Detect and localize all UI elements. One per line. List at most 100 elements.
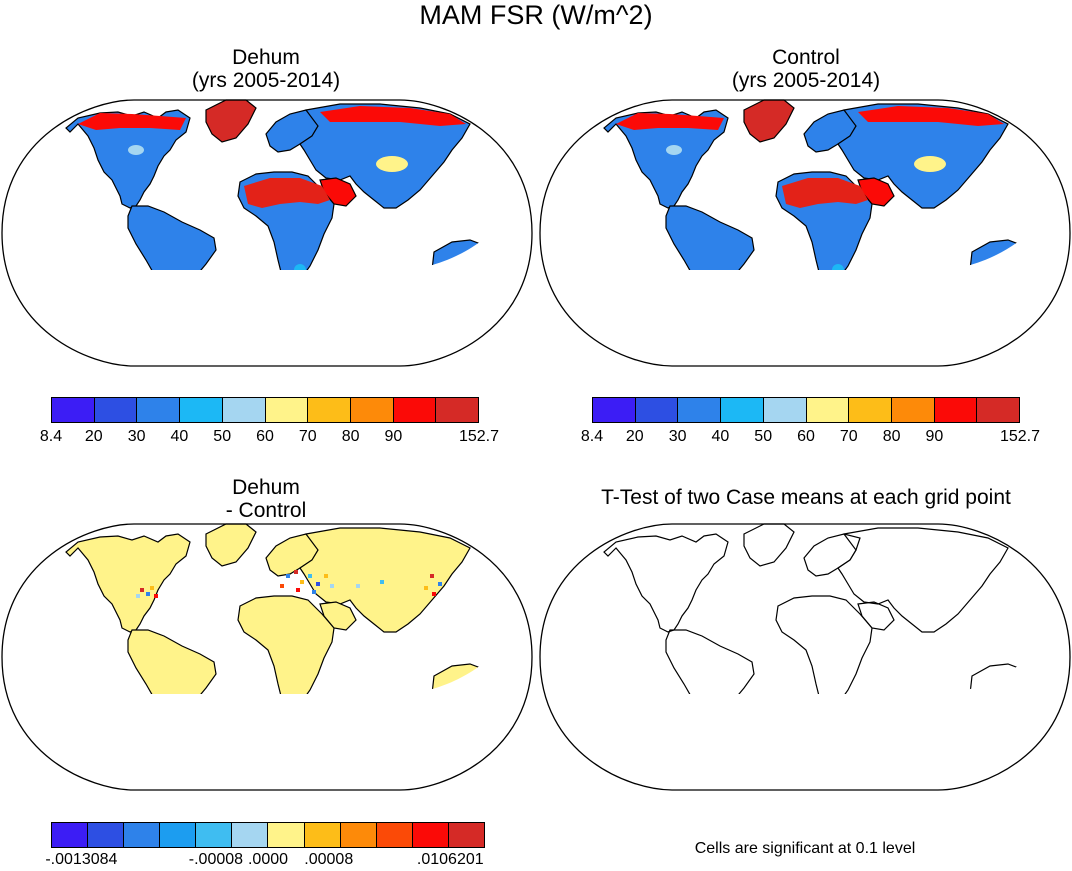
land-layer bbox=[603, 99, 1039, 270]
colorbar-swatch bbox=[806, 398, 850, 422]
anomaly-cell bbox=[154, 594, 158, 598]
colorbar-swatch bbox=[124, 823, 161, 847]
colorbar-swatch bbox=[436, 398, 479, 422]
dehum-map bbox=[1, 99, 533, 367]
colorbar-label: .00008 bbox=[304, 851, 354, 868]
colorbar-swatch bbox=[593, 398, 636, 422]
anomaly-cell bbox=[438, 582, 442, 586]
diff-title-line1: Dehum bbox=[232, 476, 300, 499]
anomaly-cell bbox=[316, 582, 320, 586]
anomaly-cell bbox=[296, 588, 300, 592]
control-colorbar bbox=[592, 397, 1020, 423]
continent-samerica bbox=[665, 629, 755, 694]
tibet-region bbox=[376, 156, 408, 172]
colorbar-swatch bbox=[196, 823, 233, 847]
diff-colorbar-labels: -.0013084 -.00008.0000 .00008 .0106201 bbox=[45, 851, 485, 871]
anomaly-cell bbox=[308, 574, 312, 578]
colorbar-label: 40 bbox=[711, 428, 730, 445]
colorbar-label: 50 bbox=[754, 428, 773, 445]
colorbar-label: 80 bbox=[341, 428, 360, 445]
control-colorbar-labels: 8.4 20 30 40 50 60 70 80 90 152.7 bbox=[581, 428, 1040, 448]
colorbar-swatch bbox=[891, 398, 935, 422]
colorbar-label: 90 bbox=[384, 428, 403, 445]
colorbar-swatch bbox=[180, 398, 223, 422]
anomaly-cell bbox=[424, 586, 428, 590]
colorbar-label: 60 bbox=[256, 428, 274, 445]
continent-namerica bbox=[603, 533, 729, 633]
colorbar-label: 8.4 bbox=[580, 428, 604, 445]
colorbar-label: 8.4 bbox=[39, 428, 63, 445]
colorbar-swatch bbox=[849, 398, 892, 422]
colorbar-swatch bbox=[268, 823, 305, 847]
ttest-panel-title: T-Test of two Case means at each grid po… bbox=[540, 486, 1072, 509]
main-title: MAM FSR (W/m^2) bbox=[419, 0, 653, 30]
colorbar-label: 70 bbox=[839, 428, 858, 445]
colorbar-swatch bbox=[376, 823, 413, 847]
colorbar-swatch bbox=[137, 398, 181, 422]
colorbar-label: 20 bbox=[84, 428, 103, 445]
anomaly-cell bbox=[294, 570, 298, 574]
diff-title-line2: - Control bbox=[225, 499, 307, 522]
continent-africa bbox=[237, 595, 335, 694]
control-panel-title: Control (yrs 2005-2014) bbox=[656, 46, 956, 92]
continent-namerica bbox=[603, 109, 729, 209]
colorbar-swatch bbox=[934, 398, 978, 422]
anomaly-cell bbox=[430, 574, 434, 578]
continent-samerica bbox=[127, 205, 217, 270]
continent-arabia bbox=[857, 601, 895, 631]
dehum-colorbar-labels: 8.4 20 30 40 50 60 70 80 90 152.7 bbox=[40, 428, 499, 448]
continent-asia bbox=[299, 527, 471, 633]
colorbar-swatch bbox=[160, 823, 197, 847]
colorbar-label: 40 bbox=[170, 428, 189, 445]
colorbar-swatch bbox=[448, 823, 484, 847]
tibet-region bbox=[914, 156, 946, 172]
colorbar-swatch bbox=[635, 398, 679, 422]
colorbar-label: 152.7 bbox=[999, 428, 1041, 445]
dehum-title-line1: Dehum bbox=[232, 46, 300, 69]
continent-asia bbox=[837, 103, 1009, 209]
land-layer bbox=[603, 523, 1039, 694]
map-frame bbox=[539, 99, 1071, 367]
colorbar-swatch bbox=[412, 823, 449, 847]
colorbar-label: 30 bbox=[127, 428, 146, 445]
colorbar-label: 30 bbox=[668, 428, 687, 445]
continent-namerica bbox=[65, 109, 191, 209]
colorbar-swatch bbox=[678, 398, 722, 422]
control-title-line2: (yrs 2005-2014) bbox=[731, 69, 881, 92]
plains-region bbox=[128, 145, 144, 155]
colorbar-swatch bbox=[88, 823, 125, 847]
colorbar-swatch bbox=[265, 398, 309, 422]
continent-africa bbox=[775, 595, 873, 694]
anomaly-cell bbox=[150, 586, 154, 590]
continent-asia bbox=[299, 103, 471, 209]
colorbar-swatch bbox=[721, 398, 764, 422]
ttest-title-line1: T-Test of two Case means at each grid po… bbox=[601, 486, 1011, 509]
continent-australia bbox=[969, 663, 1039, 694]
colorbar-label: -.00008 bbox=[188, 851, 244, 868]
colorbar-label: .0106201 bbox=[416, 851, 484, 868]
arctic-america-high-region bbox=[616, 113, 724, 130]
arctic-america-high-region bbox=[78, 113, 186, 130]
colorbar-swatch bbox=[232, 823, 269, 847]
colorbar-swatch bbox=[52, 398, 95, 422]
colorbar-swatch bbox=[308, 398, 351, 422]
colorbar-label: 80 bbox=[882, 428, 901, 445]
control-map bbox=[539, 99, 1071, 367]
diff-colorbar bbox=[51, 822, 485, 848]
map-frame bbox=[539, 523, 1071, 791]
colorbar-label: 20 bbox=[625, 428, 644, 445]
land-layer bbox=[65, 523, 501, 694]
ttest-map bbox=[539, 523, 1071, 791]
colorbar-label: 50 bbox=[213, 428, 232, 445]
colorbar-label: 152.7 bbox=[458, 428, 500, 445]
colorbar-swatch bbox=[763, 398, 807, 422]
colorbar-label: 70 bbox=[298, 428, 317, 445]
sahara-high-region bbox=[782, 178, 868, 208]
ocean bbox=[540, 524, 1070, 790]
diff-panel-title: Dehum - Control bbox=[116, 476, 416, 522]
arctic-asia-high-region bbox=[858, 106, 1004, 126]
colorbar-swatch bbox=[222, 398, 266, 422]
colorbar-swatch bbox=[393, 398, 437, 422]
dehum-panel-title: Dehum (yrs 2005-2014) bbox=[116, 46, 416, 92]
map-frame bbox=[1, 523, 533, 791]
